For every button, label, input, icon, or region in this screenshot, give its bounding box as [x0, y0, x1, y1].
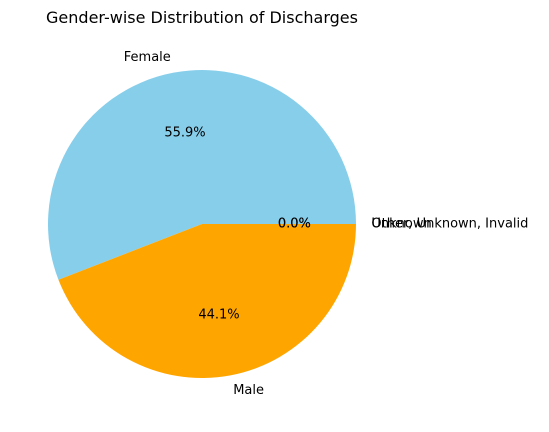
slice-percent-other-unknown-invalid: 0.0%	[278, 217, 311, 232]
chart-title: Gender-wise Distribution of Discharges	[46, 8, 358, 27]
slice-label-other-unknown-invalid: Other, Unknown, Invalid	[371, 217, 528, 232]
slice-percent-female: 55.9%	[164, 126, 205, 141]
slice-label-female: Female	[124, 50, 171, 65]
slice-percent-unknown: 0.0%	[278, 217, 311, 232]
pie-slices	[48, 70, 357, 379]
pie-labels: Female 55.9% Male 44.1% Unknown 0.0% Other, Un…	[124, 50, 529, 398]
slice-percent-male: 44.1%	[198, 307, 239, 322]
pie-slice-female	[48, 70, 356, 280]
slice-label-male: Male	[233, 383, 264, 398]
pie-slice-male	[58, 224, 357, 379]
slice-label-unknown: Unknown	[371, 217, 431, 232]
